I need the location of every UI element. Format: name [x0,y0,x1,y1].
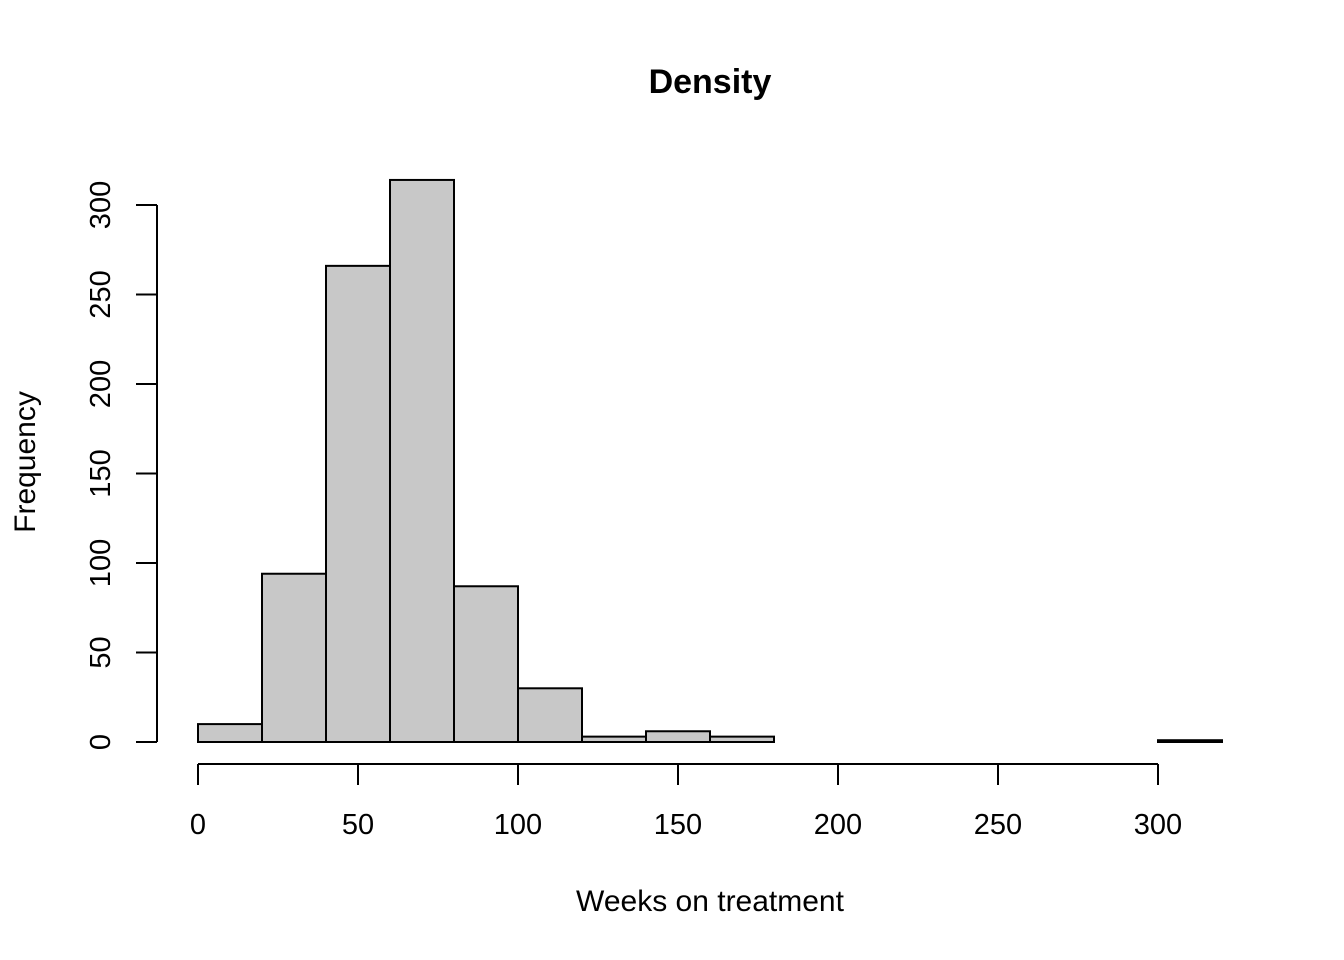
x-tick-label: 250 [974,809,1022,841]
y-tick-label: 250 [85,270,117,318]
bars-group [197,178,1223,744]
histogram-bar [197,723,263,743]
histogram-bar [453,585,519,744]
histogram-bar [581,735,647,744]
x-tick-label: 50 [342,809,374,841]
x-tick-label: 0 [190,809,206,841]
y-tick-label: 0 [85,734,117,750]
histogram-bar [1157,739,1223,744]
x-tick-label: 100 [494,809,542,841]
y-tick-label: 150 [85,449,117,497]
histogram-bar [517,687,583,743]
y-axis-label: Frequency [9,391,42,533]
x-axis-label: Weeks on treatment [576,885,845,918]
x-axis: 0 50 100 150 200 250 300 [190,763,1182,841]
x-tick-label: 300 [1134,809,1182,841]
histogram-bar [261,572,327,743]
histogram-bar [325,264,391,743]
y-tick-label: 50 [85,636,117,668]
histogram-bar [709,735,775,744]
histogram-bar [389,178,455,743]
histogram-bar [645,730,711,744]
y-tick-label: 300 [85,181,117,229]
y-tick-label: 100 [85,539,117,587]
x-tick-label: 200 [814,809,862,841]
y-tick-label: 200 [85,360,117,408]
chart-title: Density [649,63,772,101]
x-tick-label: 150 [654,809,702,841]
y-axis: 0 50 100 150 200 250 300 [85,181,158,750]
